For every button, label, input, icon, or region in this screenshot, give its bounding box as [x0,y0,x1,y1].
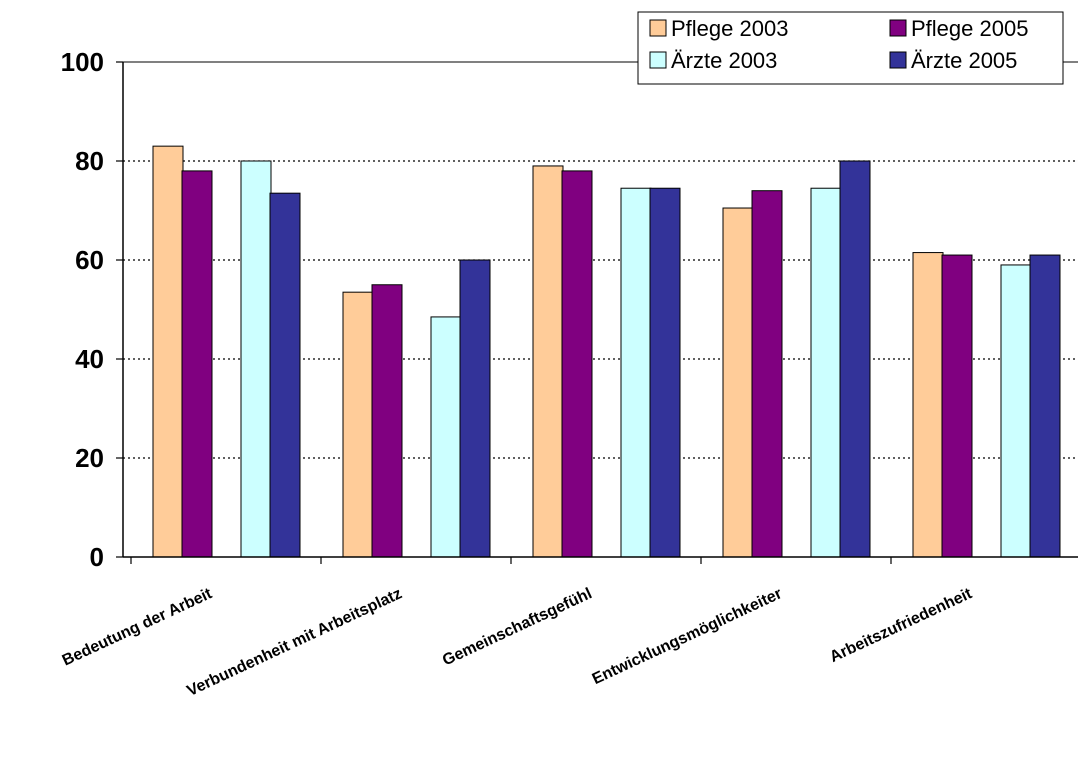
x-axis-tick-label: Entwicklungsmöglichkeiter [590,585,785,688]
bar [459,259,491,558]
bar [620,187,652,558]
legend-swatch [649,51,667,69]
bar [751,190,783,558]
bar [649,187,681,558]
legend-swatch [889,19,907,37]
legend-swatch [889,51,907,69]
bar [181,170,213,558]
bar [1029,254,1061,558]
bar [722,207,754,558]
y-axis-tick-label: 80 [75,146,104,176]
y-axis-tick-label: 100 [61,47,104,77]
bar [269,192,301,558]
y-axis-tick-label: 60 [75,245,104,275]
bar [912,252,944,558]
bars [152,145,1061,558]
legend-label: Pflege 2005 [911,16,1028,41]
y-axis-tick-label: 20 [75,443,104,473]
bar [1000,264,1032,558]
bar [430,316,462,558]
y-axis-tick-label: 0 [90,542,104,572]
legend-label: Ärzte 2005 [911,48,1017,73]
x-axis-tick-label: Gemeinschaftsgefühl [440,585,595,669]
legend-label: Pflege 2003 [671,16,788,41]
legend: Pflege 2003 Pflege 2005 Ärzte 2003 Ärzte 20… [637,11,1064,85]
legend-box [637,11,1064,85]
x-axis-tick-label: Arbeitszufriedenheit [827,585,975,666]
bar [941,254,973,558]
bar [532,165,564,558]
bar [810,187,842,558]
bar [839,160,871,558]
legend-label: Ärzte 2003 [671,48,777,73]
x-axis-tick-label: Verbundenheit mit Arbeitsplatz [185,585,405,700]
bar [240,160,272,558]
legend-swatch [649,19,667,37]
bar [371,284,403,558]
x-axis-tick-label: Bedeutung der Arbeit [60,585,215,670]
y-axis-tick-labels: 0 20 40 60 80 100 [61,47,104,572]
y-axis-tick-label: 40 [75,344,104,374]
axes [116,61,1078,564]
bar [561,170,593,558]
bar [342,291,374,558]
bar [152,145,184,558]
